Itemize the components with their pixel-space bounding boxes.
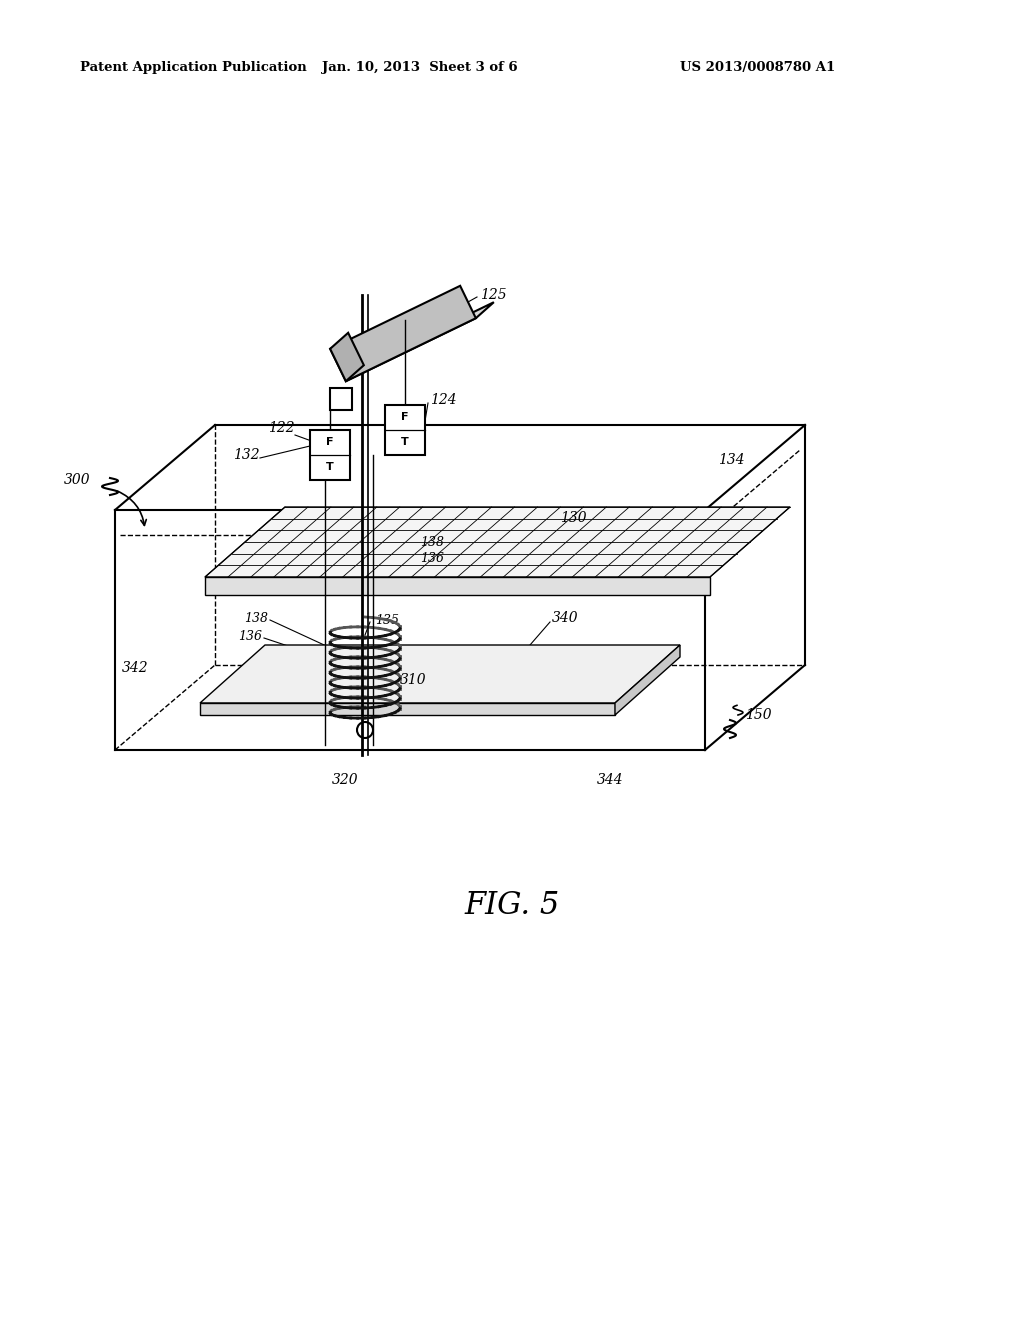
Text: T: T xyxy=(326,462,334,473)
Text: T: T xyxy=(401,437,409,447)
Text: 150: 150 xyxy=(745,708,772,722)
Text: 125: 125 xyxy=(480,288,507,302)
Polygon shape xyxy=(205,577,710,595)
Text: 138: 138 xyxy=(244,611,268,624)
Polygon shape xyxy=(330,286,476,381)
Text: 310: 310 xyxy=(400,673,427,686)
Polygon shape xyxy=(615,645,680,715)
Text: 124: 124 xyxy=(430,393,457,407)
Text: F: F xyxy=(401,412,409,422)
Polygon shape xyxy=(200,645,680,704)
Text: 344: 344 xyxy=(597,774,624,787)
Text: 134: 134 xyxy=(718,453,744,467)
Bar xyxy=(330,388,352,411)
Polygon shape xyxy=(200,704,615,715)
Bar xyxy=(385,405,425,455)
Polygon shape xyxy=(346,302,494,381)
Text: 132: 132 xyxy=(233,447,260,462)
Text: 320: 320 xyxy=(332,774,358,787)
Text: Jan. 10, 2013  Sheet 3 of 6: Jan. 10, 2013 Sheet 3 of 6 xyxy=(323,62,518,74)
Text: 300: 300 xyxy=(63,473,90,487)
Text: FIG. 5: FIG. 5 xyxy=(464,890,560,920)
Text: 138: 138 xyxy=(420,536,444,549)
Bar xyxy=(310,430,350,480)
Text: 340: 340 xyxy=(552,611,579,624)
Text: 130: 130 xyxy=(560,511,587,525)
Text: 342: 342 xyxy=(122,661,148,675)
Text: 136: 136 xyxy=(238,631,262,644)
Polygon shape xyxy=(330,333,364,381)
Text: 135: 135 xyxy=(375,614,399,627)
Polygon shape xyxy=(205,507,790,577)
Text: F: F xyxy=(327,437,334,447)
Text: 122: 122 xyxy=(268,421,295,436)
Text: Patent Application Publication: Patent Application Publication xyxy=(80,62,307,74)
Text: 136: 136 xyxy=(420,552,444,565)
Text: US 2013/0008780 A1: US 2013/0008780 A1 xyxy=(680,62,836,74)
